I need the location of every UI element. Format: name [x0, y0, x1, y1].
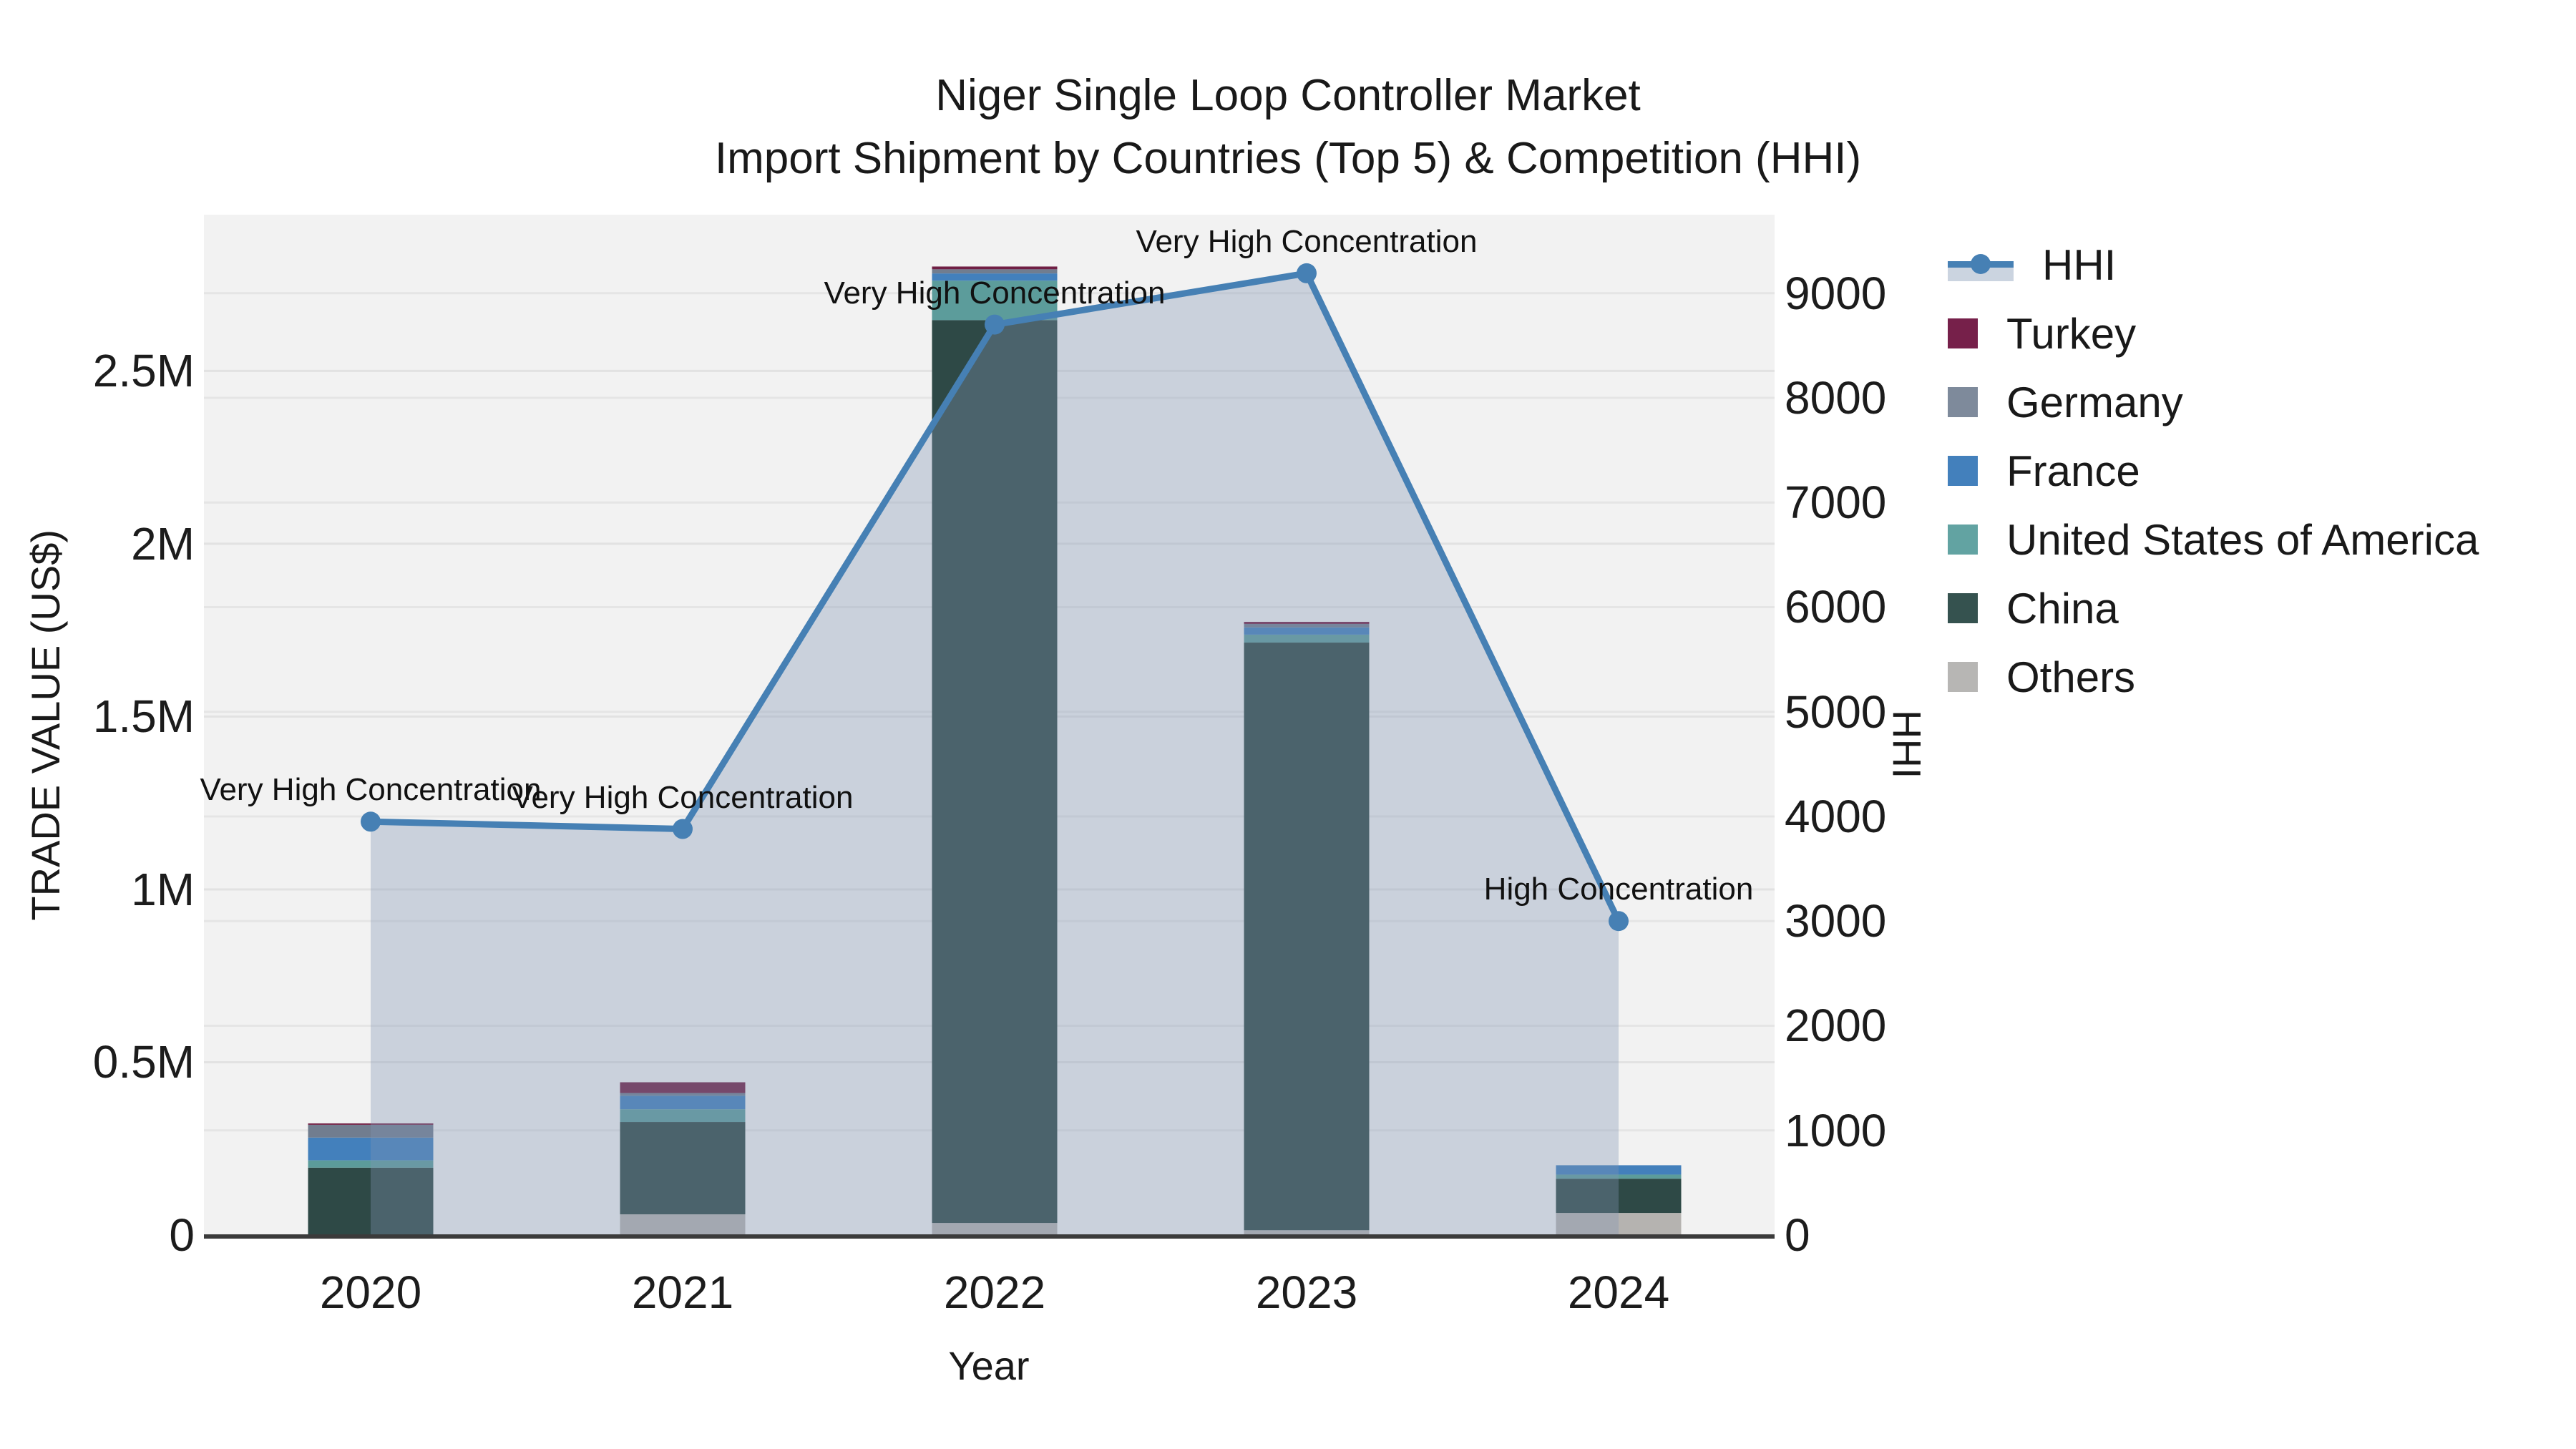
y-left-tick-label: 2.5M: [92, 345, 195, 397]
legend: HHI Turkey Germany France United States of A…: [1948, 230, 2479, 711]
annotation-2021: Very High Concentration: [512, 779, 854, 815]
y-right-tick-label: 2000: [1785, 1000, 1887, 1052]
bar-segment-2020-turkey: [308, 1123, 434, 1125]
bar-segment-2020-germany: [308, 1124, 434, 1138]
legend-swatch-icon: [1948, 318, 1978, 348]
chart-title-line2: Import Shipment by Countries (Top 5) & C…: [714, 134, 1862, 183]
y-right-tick-label: 0: [1785, 1209, 1810, 1261]
bar-segment-2021-turkey: [620, 1082, 746, 1093]
y-left-tick-label: 0: [169, 1209, 195, 1261]
x-axis-title: Year: [948, 1343, 1030, 1388]
hhi-marker-2021: [673, 819, 693, 839]
y-right-tick-label: 9000: [1785, 267, 1887, 319]
y-right-tick-label: 3000: [1785, 895, 1887, 947]
y-axis-right-title: HHI: [1884, 709, 1930, 779]
legend-label: Others: [2006, 653, 2136, 701]
bar-segment-2022-china: [932, 320, 1058, 1224]
legend-label: France: [2006, 447, 2140, 495]
legend-hhi-line-sample: [1948, 250, 2014, 281]
y-right-tick-label: 6000: [1785, 581, 1887, 633]
legend-swatch-icon: [1948, 387, 1978, 417]
bar-segment-2020-france: [308, 1137, 434, 1161]
bar-segment-2020-united-states-of-america: [308, 1160, 434, 1168]
x-tick-label-2020: 2020: [319, 1267, 422, 1318]
annotation-2023: Very High Concentration: [1136, 223, 1478, 259]
bar-segment-2023-germany: [1244, 623, 1370, 628]
y-right-tick-label: 7000: [1785, 477, 1887, 529]
x-tick-label-2022: 2022: [943, 1267, 1046, 1318]
bar-segment-2024-others: [1556, 1213, 1682, 1235]
bar-segment-2022-germany: [932, 269, 1058, 274]
legend-item-china[interactable]: China: [1948, 574, 2479, 643]
hhi-marker-2024: [1609, 911, 1629, 932]
bar-segment-2022-others: [932, 1223, 1058, 1235]
y-left-tick-label: 2M: [131, 517, 195, 570]
bar-segment-2022-united-states-of-america: [932, 280, 1058, 321]
annotation-2024: High Concentration: [1483, 872, 1754, 907]
legend-swatch-icon: [1948, 456, 1978, 486]
bar-segment-2024-france: [1556, 1165, 1682, 1175]
bar-segment-2023-china: [1244, 643, 1370, 1231]
legend-item-united-states-of-america[interactable]: United States of America: [1948, 505, 2479, 574]
annotation-2022: Very High Concentration: [824, 275, 1166, 311]
bar-segment-2024-united-states-of-america: [1556, 1174, 1682, 1179]
bar-segment-2020-china: [308, 1167, 434, 1235]
y-left-tick-label: 1M: [131, 863, 195, 915]
x-tick-label-2023: 2023: [1255, 1267, 1358, 1318]
legend-label: Germany: [2006, 378, 2183, 426]
hhi-marker-2022: [985, 314, 1005, 335]
bar-segment-2021-france: [620, 1096, 746, 1110]
bar-segment-2021-united-states-of-america: [620, 1109, 746, 1123]
legend-item-others[interactable]: Others: [1948, 643, 2479, 711]
bar-segment-2024-china: [1556, 1179, 1682, 1214]
bar-segment-2023-turkey: [1244, 622, 1370, 624]
legend-item-france[interactable]: France: [1948, 436, 2479, 505]
hhi-area-fill: [371, 273, 1619, 1236]
y-left-tick-label: 0.5M: [92, 1036, 195, 1088]
legend-item-turkey[interactable]: Turkey: [1948, 299, 2479, 368]
legend-hhi-dot: [1971, 254, 1991, 274]
bar-segment-2021-others: [620, 1214, 746, 1235]
legend-label: HHI: [2042, 240, 2117, 289]
chart-title-line1: Niger Single Loop Controller Market: [935, 71, 1641, 120]
bar-segment-2023-others: [1244, 1230, 1370, 1235]
bar-segment-2021-germany: [620, 1093, 746, 1096]
bar-segment-2023-france: [1244, 627, 1370, 635]
hhi-marker-2023: [1297, 263, 1317, 283]
x-tick-label-2021: 2021: [631, 1267, 734, 1318]
hhi-marker-2020: [361, 811, 381, 832]
y-right-tick-label: 5000: [1785, 686, 1887, 738]
legend-label: Turkey: [2006, 309, 2137, 358]
bar-segment-2022-turkey: [932, 266, 1058, 270]
bar-segment-2021-china: [620, 1122, 746, 1215]
x-axis-line: [204, 1234, 1775, 1239]
y-right-tick-label: 1000: [1785, 1104, 1887, 1156]
bar-segment-2023-united-states-of-america: [1244, 634, 1370, 643]
legend-item-germany[interactable]: Germany: [1948, 368, 2479, 436]
legend-swatch-icon: [1948, 525, 1978, 555]
y-right-tick-label: 8000: [1785, 371, 1887, 424]
legend-label: China: [2006, 584, 2119, 633]
y-axis-right-title-wrap: HHI: [1875, 286, 1939, 1202]
x-tick-label-2024: 2024: [1567, 1267, 1670, 1318]
annotation-2020: Very High Concentration: [200, 772, 542, 808]
bar-segment-2022-france: [932, 273, 1058, 281]
legend-swatch-icon: [1948, 593, 1978, 623]
y-left-tick-label: 1.5M: [92, 691, 195, 743]
y-right-tick-label: 4000: [1785, 790, 1887, 842]
legend-swatch-icon: [1948, 662, 1978, 692]
legend-item-hhi[interactable]: HHI: [1948, 230, 2479, 299]
legend-label: United States of America: [2006, 515, 2479, 564]
